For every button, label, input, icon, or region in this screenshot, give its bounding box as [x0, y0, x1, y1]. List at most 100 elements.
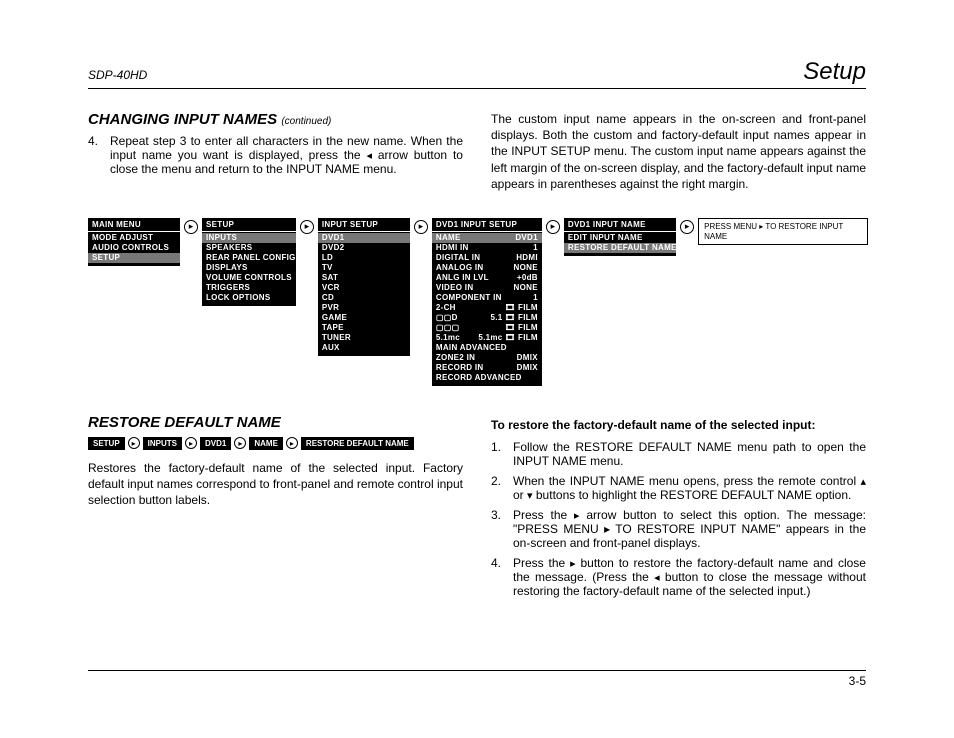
step-text: Press the arrow button to select this op…: [513, 508, 866, 550]
menu-item: 5.1mc5.1mc 🎞 FILM: [436, 333, 538, 343]
menu-item: RECORD ADVANCED: [436, 373, 538, 383]
page-header: SDP-40HD Setup: [88, 58, 866, 89]
step-arrow-icon: ▸: [546, 220, 560, 234]
menu-main: MAIN MENU MODE ADJUST AUDIO CONTROLS SET…: [88, 218, 180, 266]
heading-text: CHANGING INPUT NAMES: [88, 111, 277, 128]
list-item: 4. Repeat step 3 to enter all characters…: [88, 134, 463, 176]
crumb: SETUP: [88, 437, 125, 450]
step-arrow-icon: ▸: [286, 437, 298, 449]
menu-item: REAR PANEL CONFIG: [206, 253, 292, 263]
list-item: 2. When the INPUT NAME menu opens, press…: [491, 474, 866, 502]
crumb: DVD1: [200, 437, 231, 450]
step-arrow-icon: ▸: [185, 437, 197, 449]
menu-items: EDIT INPUT NAME RESTORE DEFAULT NAME: [564, 232, 676, 256]
step-number: 4.: [491, 556, 513, 598]
menu-title: INPUT SETUP: [318, 218, 410, 232]
list-item: 3. Press the arrow button to select this…: [491, 508, 866, 550]
step-arrow-icon: ▸: [184, 220, 198, 234]
col-left: RESTORE DEFAULT NAME SETUP ▸ INPUTS ▸ DV…: [88, 406, 463, 604]
menu-item: ANALOG INNONE: [436, 263, 538, 273]
menu-item-selected: DVD1: [318, 233, 410, 243]
step-arrow-icon: ▸: [680, 220, 694, 234]
col-right: To restore the factory-default name of t…: [491, 406, 866, 604]
heading-changing-input-names: CHANGING INPUT NAMES (continued): [88, 111, 463, 128]
menu-item: SAT: [322, 273, 406, 283]
step-number: 2.: [491, 474, 513, 502]
menu-item: RECORD INDMIX: [436, 363, 538, 373]
menu-item: HDMI IN1: [436, 243, 538, 253]
menu-item: SPEAKERS: [206, 243, 292, 253]
menu-item: MODE ADJUST: [92, 233, 176, 243]
menu-item: ▢▢▢🎞 FILM: [436, 323, 538, 333]
menu-item-selected: NAMEDVD1: [432, 233, 542, 243]
menu-item: DIGITAL INHDMI: [436, 253, 538, 263]
breadcrumb: SETUP ▸ INPUTS ▸ DVD1 ▸ NAME ▸ RESTORE D…: [88, 437, 463, 450]
bottom-columns: RESTORE DEFAULT NAME SETUP ▸ INPUTS ▸ DV…: [88, 406, 866, 604]
menu-title: DVD1 INPUT NAME: [564, 218, 676, 232]
list-item: 1. Follow the RESTORE DEFAULT NAME menu …: [491, 440, 866, 468]
arrow-up-icon: [860, 474, 866, 488]
menu-item: PVR: [322, 303, 406, 313]
crumb: INPUTS: [143, 437, 182, 450]
step-text: Press the button to restore the factory-…: [513, 556, 866, 598]
restore-heading: RESTORE DEFAULT NAME: [88, 414, 463, 431]
step-text: Repeat step 3 to enter all characters in…: [110, 134, 463, 176]
menu-item: VOLUME CONTROLS: [206, 273, 292, 283]
menu-items: INPUTS SPEAKERS REAR PANEL CONFIG DISPLA…: [202, 232, 296, 306]
section-title: Setup: [803, 58, 866, 86]
step-number: 1.: [491, 440, 513, 468]
menu-items: NAMEDVD1 HDMI IN1 DIGITAL INHDMI ANALOG …: [432, 232, 542, 386]
model-label: SDP-40HD: [88, 68, 147, 82]
menu-dvd1-input-name: DVD1 INPUT NAME EDIT INPUT NAME RESTORE …: [564, 218, 676, 256]
step-arrow-icon: ▸: [300, 220, 314, 234]
menu-item: TRIGGERS: [206, 283, 292, 293]
menu-item: VCR: [322, 283, 406, 293]
menu-item: EDIT INPUT NAME: [568, 233, 672, 243]
top-columns: CHANGING INPUT NAMES (continued) 4. Repe…: [88, 111, 866, 200]
crumb: RESTORE DEFAULT NAME: [301, 437, 414, 450]
menu-item: TV: [322, 263, 406, 273]
menu-dvd1-input-setup: DVD1 INPUT SETUP NAMEDVD1 HDMI IN1 DIGIT…: [432, 218, 542, 386]
step-arrow-icon: ▸: [128, 437, 140, 449]
menu-item: 2-CH🎞 FILM: [436, 303, 538, 313]
crumb: NAME: [249, 437, 283, 450]
restore-lead: To restore the factory-default name of t…: [491, 418, 866, 432]
step-text: When the INPUT NAME menu opens, press th…: [513, 474, 866, 502]
step-arrow-icon: ▸: [414, 220, 428, 234]
menu-item: AUDIO CONTROLS: [92, 243, 176, 253]
step-arrow-icon: ▸: [234, 437, 246, 449]
menu-item: ANLG IN LVL+0dB: [436, 273, 538, 283]
step-list-right: 1. Follow the RESTORE DEFAULT NAME menu …: [491, 440, 866, 598]
menu-setup: SETUP INPUTS SPEAKERS REAR PANEL CONFIG …: [202, 218, 296, 306]
page-number: 3-5: [849, 674, 866, 688]
menu-item: CD: [322, 293, 406, 303]
menu-items: DVD1 DVD2 LD TV SAT VCR CD PVR GAME TAPE…: [318, 232, 410, 356]
menu-item: COMPONENT IN1: [436, 293, 538, 303]
menu-title: SETUP: [202, 218, 296, 232]
menu-item: LD: [322, 253, 406, 263]
step-number: 4.: [88, 134, 110, 176]
col-left: CHANGING INPUT NAMES (continued) 4. Repe…: [88, 111, 463, 200]
col-right: The custom input name appears in the on-…: [491, 111, 866, 200]
menu-item: MAIN ADVANCED: [436, 343, 538, 353]
menu-item: TUNER: [322, 333, 406, 343]
message-box: PRESS MENU ▸ TO RESTORE INPUT NAME: [698, 218, 868, 245]
menu-input-setup: INPUT SETUP DVD1 DVD2 LD TV SAT VCR CD P…: [318, 218, 410, 356]
step-number: 3.: [491, 508, 513, 550]
step-text: Follow the RESTORE DEFAULT NAME menu pat…: [513, 440, 866, 468]
step-list-left: 4. Repeat step 3 to enter all characters…: [88, 134, 463, 176]
intro-paragraph: The custom input name appears in the on-…: [491, 111, 866, 192]
menu-item: VIDEO INNONE: [436, 283, 538, 293]
restore-body: Restores the factory-default name of the…: [88, 460, 463, 509]
menu-title: DVD1 INPUT SETUP: [432, 218, 542, 232]
menu-item: ZONE2 INDMIX: [436, 353, 538, 363]
page-footer: 3-5: [88, 670, 866, 688]
menu-item-selected: SETUP: [88, 253, 180, 263]
menu-item: GAME: [322, 313, 406, 323]
heading-continued: (continued): [281, 116, 331, 127]
menu-item: ▢▢D5.1 🎞 FILM: [436, 313, 538, 323]
menu-title: MAIN MENU: [88, 218, 180, 232]
menu-item: AUX: [322, 343, 406, 353]
menu-navigation-strip: MAIN MENU MODE ADJUST AUDIO CONTROLS SET…: [88, 218, 868, 386]
menu-item: TAPE: [322, 323, 406, 333]
